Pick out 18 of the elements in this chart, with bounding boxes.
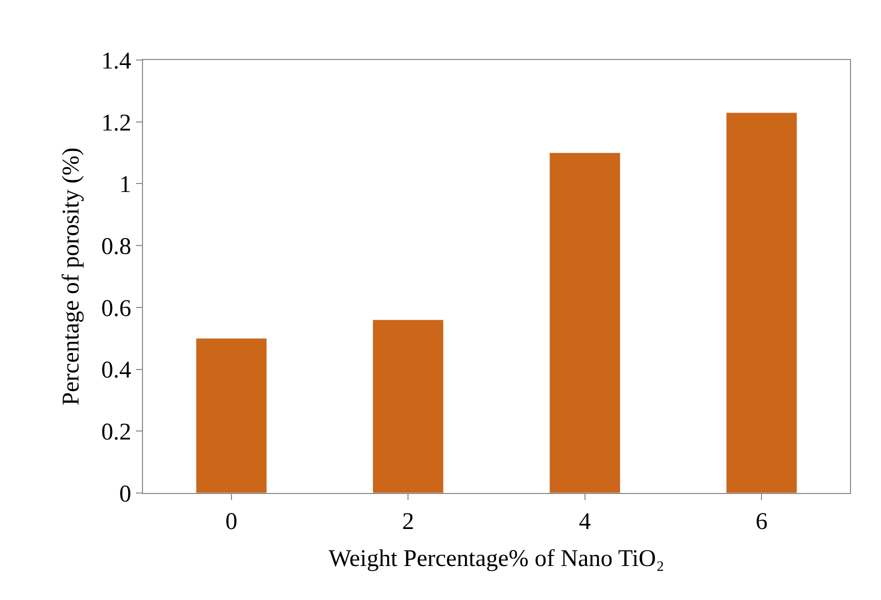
x-axis-title: Weight Percentage% of Nano TiO₂ [328,546,664,572]
bar [726,112,798,493]
x-tick-label: 4 [578,508,591,535]
x-tick-label: 6 [756,508,768,535]
y-tick-label: 1.4 [101,48,132,74]
bar [196,338,267,493]
y-axis-title: Percentage of porosity (%) [58,148,84,406]
y-tick-label: 1 [119,172,132,198]
bar [372,320,444,493]
y-tick-label: 0.2 [101,420,132,446]
y-tick-label: 0.8 [101,234,132,260]
x-tick-label: 0 [225,508,238,535]
y-tick-label: 0.6 [101,296,132,322]
y-tick-label: 0 [119,481,132,508]
y-tick-label: 0.4 [101,358,132,384]
bar [549,152,620,493]
x-tick-label: 2 [402,508,414,535]
y-tick-label: 1.2 [101,110,132,136]
